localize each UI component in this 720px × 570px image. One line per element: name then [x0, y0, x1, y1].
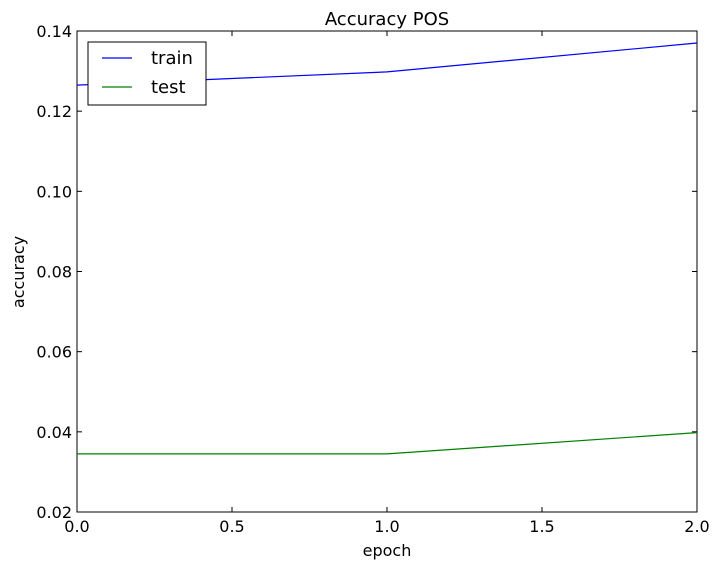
y-tick-label: 0.04	[36, 423, 72, 442]
x-tick-label: 0.0	[64, 517, 89, 536]
x-tick-label: 1.5	[529, 517, 554, 536]
series-line-test	[77, 432, 698, 455]
axis-ticks	[76, 30, 698, 513]
x-tick-labels: 0.0 0.5 1.0 1.5 2.0	[64, 517, 709, 536]
y-tick-label: 0.02	[36, 503, 72, 522]
x-axis-label: epoch	[363, 541, 412, 560]
y-tick-label: 0.14	[36, 22, 72, 41]
x-tick-label: 1.0	[374, 517, 399, 536]
y-tick-label: 0.08	[36, 263, 72, 282]
chart-title: Accuracy POS	[325, 9, 449, 30]
y-tick-label: 0.10	[36, 182, 72, 201]
legend-train-label: train	[151, 48, 193, 69]
legend-test-label: test	[151, 77, 186, 98]
x-tick-label: 2.0	[684, 517, 709, 536]
legend: train test	[87, 41, 207, 106]
x-tick-label: 0.5	[219, 517, 244, 536]
legend-box	[87, 41, 207, 106]
y-tick-labels: 0.02 0.04 0.06 0.08 0.10 0.12 0.14	[36, 22, 72, 522]
y-axis-label: accuracy	[9, 236, 28, 308]
y-tick-label: 0.06	[36, 343, 72, 362]
y-tick-label: 0.12	[36, 102, 72, 121]
